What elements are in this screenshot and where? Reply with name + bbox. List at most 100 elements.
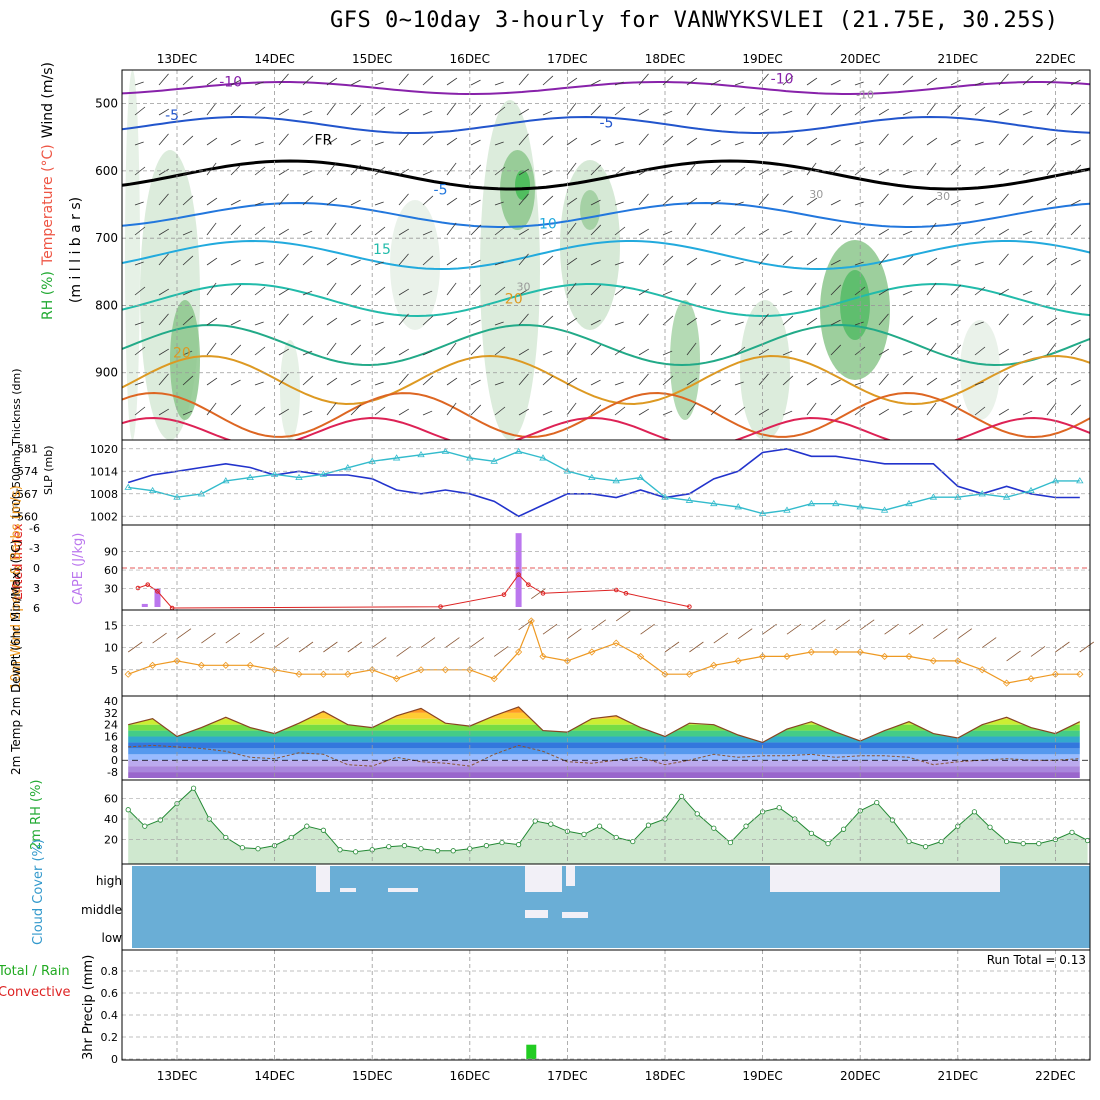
wind-barb xyxy=(590,139,601,146)
rh-point xyxy=(337,847,343,853)
wind-barb xyxy=(158,313,169,326)
wind-barb xyxy=(470,164,482,176)
thickness-marker xyxy=(734,503,742,510)
panel-bg-slp xyxy=(122,440,1090,525)
wind-barb xyxy=(254,261,264,266)
wind-barb xyxy=(446,377,458,386)
wind-barb xyxy=(230,79,241,86)
wind-barb xyxy=(854,201,864,206)
wind-barb xyxy=(326,222,337,236)
wind-barb xyxy=(158,133,169,146)
wind-barb xyxy=(326,197,338,206)
wind-barb xyxy=(278,193,289,206)
wind-barb xyxy=(446,77,458,86)
wind-barb xyxy=(302,255,314,266)
wind-barb xyxy=(470,319,481,326)
wind-barb xyxy=(974,226,986,236)
rh-point xyxy=(320,827,326,833)
x-tick-bottom: 17DEC xyxy=(547,1069,587,1083)
wind-barb xyxy=(638,133,649,146)
wind-barb xyxy=(806,257,818,266)
rh-line xyxy=(127,787,1088,853)
wind-barb xyxy=(398,108,409,116)
rh-point xyxy=(532,818,538,824)
contour-label: 20 xyxy=(173,346,191,362)
wind-barb xyxy=(422,230,433,236)
wind-barb xyxy=(446,257,458,266)
wind-barb xyxy=(182,255,194,266)
wind-barb xyxy=(278,133,289,146)
wind-barb xyxy=(158,228,169,236)
wind-barb xyxy=(422,170,433,176)
rh-point xyxy=(630,838,636,845)
wind-barb xyxy=(590,164,602,176)
wind-barb xyxy=(614,286,626,296)
wind-barb xyxy=(710,404,722,416)
wind-barb xyxy=(518,193,529,206)
wind-barb xyxy=(326,377,338,386)
wind-barb xyxy=(926,342,937,356)
wind-barb xyxy=(446,162,457,176)
wind-barb xyxy=(254,201,264,206)
wind-barb xyxy=(758,408,769,416)
wind-speed-point xyxy=(527,617,535,625)
wind-barb xyxy=(470,284,482,296)
wind-barb xyxy=(446,102,457,116)
x-tick-bottom: 20DEC xyxy=(840,1069,880,1083)
wind-speed-point xyxy=(515,648,523,656)
rh-point xyxy=(825,840,831,847)
cape-tick: 90 xyxy=(104,546,118,559)
wind-speed-point xyxy=(344,670,352,678)
cloud-gap xyxy=(955,866,968,872)
thickness-tick: 581 xyxy=(17,442,38,455)
wind-speed-point xyxy=(295,670,303,678)
wind-barb xyxy=(686,317,698,326)
wind-barb xyxy=(566,162,577,176)
wind-barb xyxy=(854,261,864,266)
wind-barb xyxy=(494,346,506,356)
contour-label: -10 xyxy=(771,72,794,88)
wind-barb xyxy=(734,321,744,326)
thickness-marker xyxy=(417,451,425,458)
wind-barb xyxy=(470,199,481,206)
wind-barb xyxy=(974,106,986,116)
wind-barb xyxy=(1046,102,1057,116)
rh-point xyxy=(889,817,896,823)
wind-barb-10m xyxy=(615,610,631,622)
wind-barb xyxy=(998,228,1009,236)
wind-barb xyxy=(326,162,337,176)
lifted-index-point xyxy=(516,572,521,577)
wind-barb xyxy=(590,319,601,326)
temp-band xyxy=(128,772,1080,778)
wind-barb xyxy=(902,230,913,236)
lifted-index-point xyxy=(687,604,692,609)
wind-barb xyxy=(1022,195,1034,206)
wind-barb-10m xyxy=(298,641,314,653)
precip-convective-label: Convective xyxy=(0,985,71,1000)
wind-barb xyxy=(422,75,434,86)
wind-barb xyxy=(686,342,697,356)
x-tick-bottom: 18DEC xyxy=(645,1069,685,1083)
wind-barb xyxy=(254,321,264,326)
wind-speed-point xyxy=(856,648,864,656)
wind-barb xyxy=(422,410,433,416)
wind-barb xyxy=(542,375,554,386)
wind-barb xyxy=(734,81,744,86)
thickness-marker xyxy=(783,506,791,513)
wind-barb xyxy=(830,404,842,416)
x-tick-top: 19DEC xyxy=(742,52,782,66)
wind-barb xyxy=(662,75,674,86)
wind-barb-10m xyxy=(469,637,485,648)
wind-speed-point xyxy=(832,648,840,656)
x-tick-top: 20DEC xyxy=(840,52,880,66)
wind-barb xyxy=(878,313,889,326)
wind-speed-point xyxy=(393,675,401,683)
wind-barb xyxy=(1022,350,1033,356)
slp-tick: 1002 xyxy=(90,510,118,523)
wind-barb xyxy=(518,73,529,86)
wind-barb xyxy=(1070,404,1082,416)
dewpt-line xyxy=(128,744,1080,767)
rh-shade xyxy=(580,190,600,230)
rh-tick: 60 xyxy=(104,792,118,805)
wind-barb xyxy=(590,199,601,206)
